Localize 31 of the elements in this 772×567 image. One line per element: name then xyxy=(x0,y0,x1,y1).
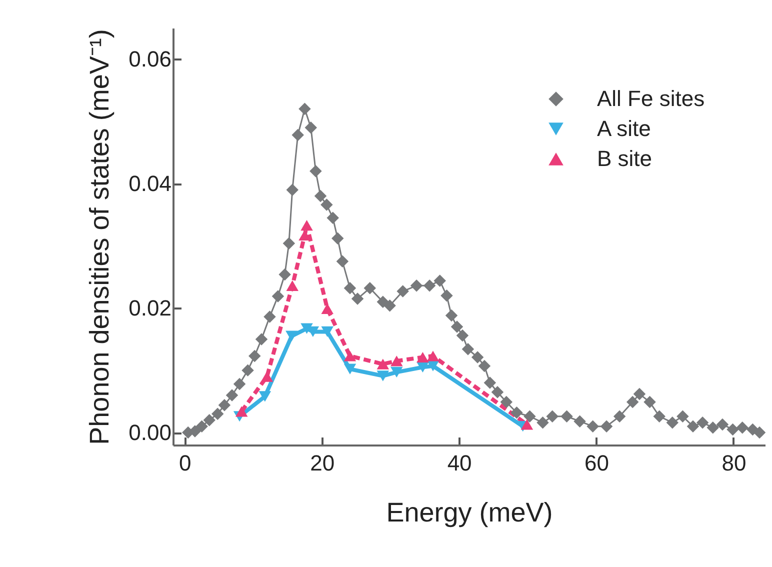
point xyxy=(344,350,356,362)
y-axis-title: Phonon densities of states (meV⁻¹) xyxy=(84,29,115,445)
x-axis-title: Energy (meV) xyxy=(386,498,553,528)
point xyxy=(426,350,440,362)
point xyxy=(286,280,298,291)
legend-label: All Fe sites xyxy=(597,86,705,111)
x-tick-label: 60 xyxy=(584,450,609,476)
y-tick-label: 0.00 xyxy=(128,420,172,446)
y-tick-label: 0.04 xyxy=(128,171,172,196)
point xyxy=(344,364,356,374)
x-tick-label: 20 xyxy=(310,450,335,476)
point xyxy=(258,391,272,402)
x-tick-label: 0 xyxy=(179,450,192,476)
point xyxy=(235,406,248,417)
point xyxy=(416,352,429,363)
y-tick-label: 0.06 xyxy=(128,46,172,72)
point xyxy=(390,356,403,366)
legend-label: A site xyxy=(597,116,651,141)
x-tick-label: 40 xyxy=(447,450,472,476)
legend-label: B site xyxy=(597,146,652,171)
point xyxy=(376,370,390,382)
point xyxy=(321,303,334,314)
point xyxy=(300,220,313,231)
point xyxy=(321,326,334,338)
point xyxy=(520,419,534,430)
point xyxy=(390,366,403,378)
point xyxy=(376,358,390,370)
point xyxy=(286,330,298,342)
y-tick-label: 0.02 xyxy=(128,296,172,321)
x-tick-label: 80 xyxy=(722,450,746,476)
point xyxy=(260,371,274,382)
